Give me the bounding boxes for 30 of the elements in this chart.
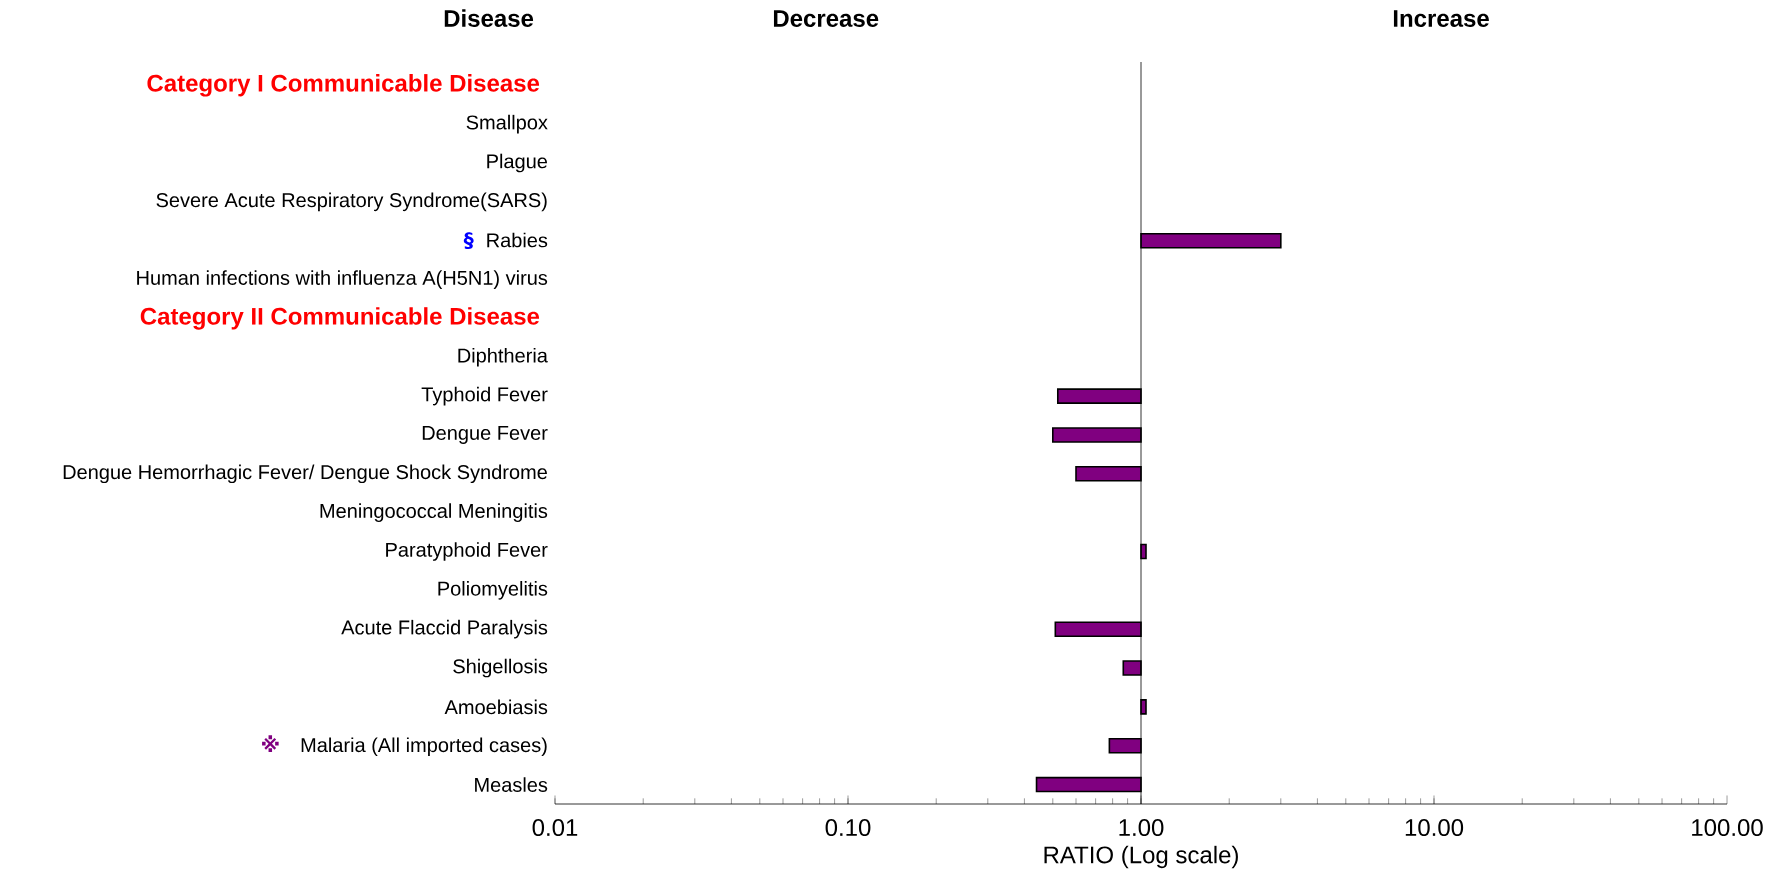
text: Category I Communicable Disease bbox=[147, 74, 540, 97]
text: Category II Communicable Disease bbox=[140, 307, 540, 330]
text: Increase bbox=[1393, 10, 1489, 27]
x-tick-label: 10.00 bbox=[1405, 819, 1464, 837]
x-tick-label: 1.00 bbox=[1119, 819, 1164, 837]
y-tick-label: Paratyphoid Fever bbox=[386, 542, 548, 561]
text: Decrease bbox=[773, 10, 879, 27]
y-tick-label: Malaria (All imported cases) bbox=[301, 737, 547, 757]
y-tick-label: Measles bbox=[475, 777, 548, 792]
y-tick-label: Rabies bbox=[487, 232, 548, 248]
y-tick-label: Diphtheria bbox=[458, 347, 548, 367]
y-tick-label: Poliomyelitis bbox=[438, 581, 548, 600]
y-tick-label: Shigellosis bbox=[453, 658, 548, 678]
x-tick-label: 100.00 bbox=[1692, 819, 1763, 837]
text: § bbox=[463, 232, 474, 250]
y-axis-title: Disease bbox=[444, 9, 534, 27]
y-tick-label: Amoebiasis bbox=[444, 699, 548, 715]
x-tick-label: 0.01 bbox=[532, 819, 578, 837]
y-tick-label: Smallpox bbox=[466, 114, 548, 134]
x-tick-label: 0.10 bbox=[825, 819, 871, 837]
x-axis-title: RATIO (Log scale) bbox=[1044, 845, 1238, 869]
y-tick-label: Human infections with influenza A(H5N1) virus bbox=[137, 270, 548, 289]
text: ※ bbox=[262, 735, 279, 752]
y-tick-label: Typhoid Fever bbox=[421, 386, 548, 406]
y-tick-label: Acute Flaccid Paralysis bbox=[341, 619, 548, 639]
y-tick-label: Dengue Hemorrhagic Fever/ Dengue Shock Syndrome bbox=[63, 464, 547, 484]
y-tick-label: Dengue Fever bbox=[422, 425, 548, 444]
y-tick-label: Meningococcal Meningitis bbox=[320, 503, 548, 522]
y-tick-label: Severe Acute Respiratory Syndrome(SARS) bbox=[156, 192, 547, 212]
y-tick-label: Plague bbox=[487, 153, 548, 173]
